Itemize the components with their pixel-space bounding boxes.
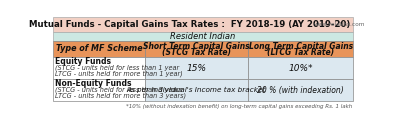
Text: (STCG - units held for less than 1 year: (STCG - units held for less than 1 year xyxy=(55,64,179,71)
Text: As per Individual's Income tax bracket: As per Individual's Income tax bracket xyxy=(127,87,266,93)
Bar xyxy=(53,57,145,79)
Bar xyxy=(145,79,248,101)
Text: 15%: 15% xyxy=(187,64,206,73)
Text: LTCG - units held for more than 3 years): LTCG - units held for more than 3 years) xyxy=(55,93,186,99)
Bar xyxy=(145,57,248,79)
Bar xyxy=(53,17,353,32)
Text: Type of MF Scheme: Type of MF Scheme xyxy=(55,44,142,53)
Text: *10% (without indexation benefit) on long-term capital gains exceeding Rs. 1 lak: *10% (without indexation benefit) on lon… xyxy=(126,104,353,109)
Bar xyxy=(53,41,145,57)
Text: (STCG Tax Rate): (STCG Tax Rate) xyxy=(162,48,231,57)
Text: www.relakhs.com: www.relakhs.com xyxy=(314,22,365,27)
Text: (LTCG Tax Rate): (LTCG Tax Rate) xyxy=(267,48,334,57)
Text: 20 % (with indexation): 20 % (with indexation) xyxy=(257,86,344,95)
Text: Non-Equity Funds: Non-Equity Funds xyxy=(55,79,131,88)
Bar xyxy=(53,32,353,41)
Text: 10%*: 10%* xyxy=(288,64,313,73)
Bar xyxy=(248,41,353,57)
Bar xyxy=(145,41,248,57)
Bar xyxy=(248,57,353,79)
Bar xyxy=(248,79,353,101)
Text: LTCG - units held for more than 1 year): LTCG - units held for more than 1 year) xyxy=(55,71,183,77)
Text: Mutual Funds - Capital Gains Tax Rates :  FY 2018-19 (AY 2019-20): Mutual Funds - Capital Gains Tax Rates :… xyxy=(29,20,350,29)
Text: Equity Funds: Equity Funds xyxy=(55,57,111,66)
Text: (STCG - units held for less than 3 years: (STCG - units held for less than 3 years xyxy=(55,86,183,93)
Text: Short Term Capital Gains: Short Term Capital Gains xyxy=(143,42,250,51)
Text: Resident Indian: Resident Indian xyxy=(170,32,236,41)
Bar xyxy=(53,79,145,101)
Text: Long Term Capital Gains: Long Term Capital Gains xyxy=(249,42,353,51)
